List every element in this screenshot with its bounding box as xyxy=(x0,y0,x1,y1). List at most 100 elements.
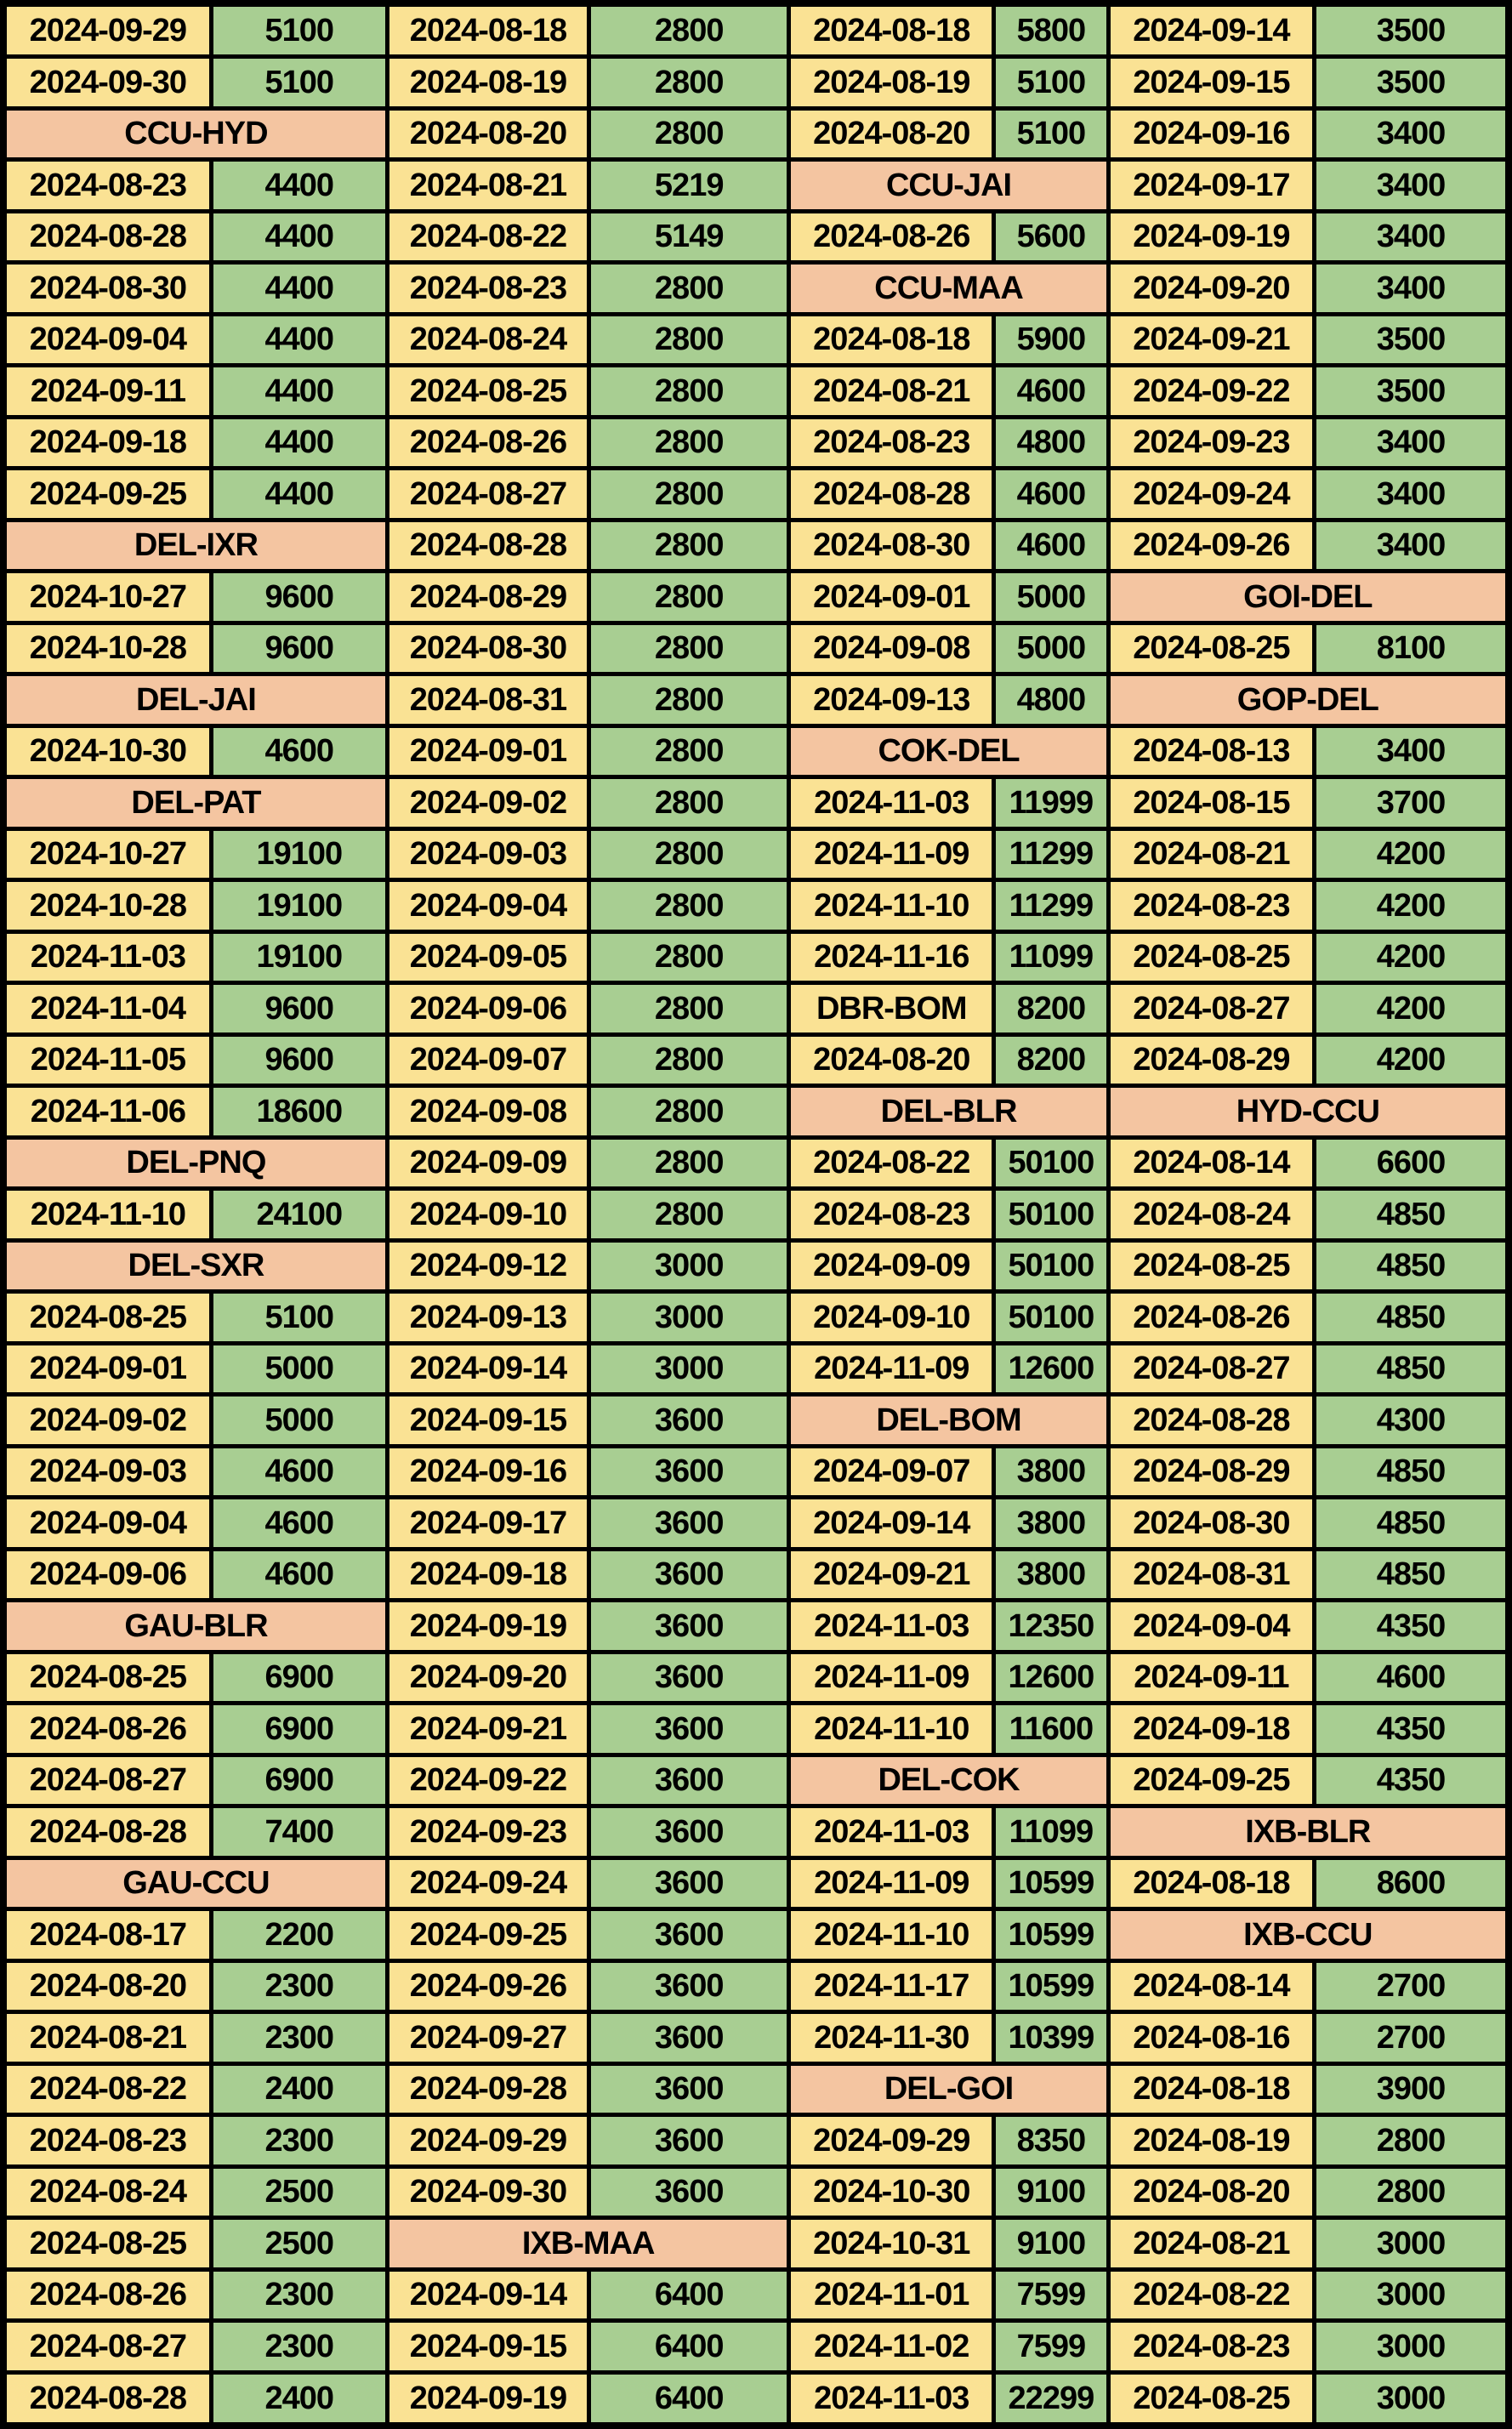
date-cell: 2024-08-26 xyxy=(384,414,592,471)
price-cell: 4600 xyxy=(992,517,1111,574)
date-cell: 2024-09-17 xyxy=(1106,157,1317,213)
price-cell: 50100 xyxy=(992,1289,1111,1345)
date-cell: 2024-08-27 xyxy=(384,466,592,522)
table-row: 2024-09-11 4400 2024-08-25 2800 2024-08-21 46… xyxy=(1,363,1511,419)
price-cell: 7599 xyxy=(992,2267,1111,2324)
price-cell: 4600 xyxy=(208,1546,389,1603)
date-cell: 2024-09-21 xyxy=(384,1701,592,1757)
price-cell: 4800 xyxy=(992,414,1111,471)
price-cell: 5000 xyxy=(208,1340,389,1397)
date-cell: 2024-08-19 xyxy=(384,54,592,111)
date-cell: 2024-09-01 xyxy=(384,723,592,780)
date-cell: 2024-11-17 xyxy=(787,1958,997,2015)
date-cell: 2024-08-29 xyxy=(1106,1443,1317,1500)
price-cell: 4200 xyxy=(1312,878,1511,934)
price-cell: 3800 xyxy=(992,1546,1111,1603)
price-cell: 5600 xyxy=(992,208,1111,265)
table-row: 2024-10-28 9600 2024-08-30 2800 2024-09-08 50… xyxy=(1,620,1511,677)
date-cell: 2024-08-22 xyxy=(1,2061,213,2118)
date-cell: 2024-08-23 xyxy=(1106,2318,1317,2375)
price-cell: 12600 xyxy=(992,1340,1111,1397)
date-cell: 2024-08-23 xyxy=(384,260,592,316)
price-cell: 50100 xyxy=(992,1186,1111,1243)
price-cell: 2700 xyxy=(1312,2010,1511,2066)
date-cell: 2024-08-29 xyxy=(1106,1032,1317,1089)
date-cell: 2024-09-02 xyxy=(1,1392,213,1448)
price-cell: 9600 xyxy=(208,1032,389,1089)
date-cell: 2024-08-24 xyxy=(1,2164,213,2221)
price-cell: 3400 xyxy=(1312,414,1511,471)
date-cell: 2024-08-25 xyxy=(1106,620,1317,677)
date-cell: 2024-09-23 xyxy=(1106,414,1317,471)
date-cell: 2024-08-25 xyxy=(1106,2369,1317,2428)
table-row: 2024-08-28 4400 2024-08-22 5149 2024-08-26 56… xyxy=(1,208,1511,265)
date-cell: 2024-09-16 xyxy=(1106,105,1317,162)
price-cell: 2800 xyxy=(586,260,792,316)
price-cell: 4400 xyxy=(208,414,389,471)
table-row: 2024-08-25 5100 2024-09-13 3000 2024-09-10 50… xyxy=(1,1289,1511,1345)
price-cell: 2800 xyxy=(586,414,792,471)
price-cell: 2300 xyxy=(208,2113,389,2169)
price-cell: 10599 xyxy=(992,1855,1111,1912)
date-cell: 2024-09-22 xyxy=(384,1752,592,1809)
date-cell: 2024-08-27 xyxy=(1106,1340,1317,1397)
price-cell: 4850 xyxy=(1312,1186,1511,1243)
table-row: DEL-IXR 2024-08-28 2800 2024-08-30 4600 2024-… xyxy=(1,517,1511,574)
price-cell: 4600 xyxy=(992,466,1111,522)
date-cell: 2024-08-30 xyxy=(787,517,997,574)
date-cell: 2024-08-20 xyxy=(1106,2164,1317,2221)
price-cell: 4400 xyxy=(208,466,389,522)
date-cell: 2024-09-21 xyxy=(1106,311,1317,368)
price-cell: 3700 xyxy=(1312,775,1511,831)
date-cell: 2024-09-11 xyxy=(1,363,213,419)
date-cell: 2024-08-20 xyxy=(384,105,592,162)
price-cell: 3400 xyxy=(1312,260,1511,316)
price-cell: 5100 xyxy=(208,1289,389,1345)
date-cell: 2024-08-23 xyxy=(1,157,213,213)
table-row: 2024-10-30 4600 2024-09-01 2800 COK-DEL 2024-… xyxy=(1,723,1511,780)
price-cell: 7599 xyxy=(992,2318,1111,2375)
route-header-cell: IXB-CCU xyxy=(1106,1907,1511,1963)
date-cell: 2024-08-28 xyxy=(1,208,213,265)
price-cell: 6900 xyxy=(208,1649,389,1706)
date-cell: 2024-08-26 xyxy=(787,208,997,265)
date-cell: 2024-09-22 xyxy=(1106,363,1317,419)
date-cell: 2024-09-18 xyxy=(1106,1701,1317,1757)
date-cell: 2024-08-21 xyxy=(1,2010,213,2066)
price-cell: 12600 xyxy=(992,1649,1111,1706)
price-cell: 2800 xyxy=(586,54,792,111)
date-cell: 2024-11-03 xyxy=(1,929,213,986)
price-cell: 2800 xyxy=(586,311,792,368)
date-cell: 2024-08-21 xyxy=(787,363,997,419)
date-cell: 2024-11-09 xyxy=(787,826,997,883)
date-cell: 2024-09-26 xyxy=(384,1958,592,2015)
date-cell: 2024-08-23 xyxy=(787,1186,997,1243)
price-cell: 3800 xyxy=(992,1443,1111,1500)
date-cell: 2024-08-18 xyxy=(787,1,997,60)
date-cell: 2024-11-10 xyxy=(787,1907,997,1963)
price-cell: 2800 xyxy=(586,929,792,986)
table-row: 2024-10-28 19100 2024-09-04 2800 2024-11-10 1… xyxy=(1,878,1511,934)
date-cell: 2024-08-30 xyxy=(384,620,592,677)
route-header-cell: DEL-BLR xyxy=(787,1084,1111,1140)
date-cell: 2024-09-25 xyxy=(384,1907,592,1963)
date-cell: 2024-11-30 xyxy=(787,2010,997,2066)
table-row: 2024-09-06 4600 2024-09-18 3600 2024-09-21 38… xyxy=(1,1546,1511,1603)
price-cell: 2800 xyxy=(586,1084,792,1140)
price-cell: 3600 xyxy=(586,1907,792,1963)
date-cell: 2024-11-01 xyxy=(787,2267,997,2324)
date-cell: 2024-09-30 xyxy=(384,2164,592,2221)
price-cell: 2800 xyxy=(586,981,792,1037)
price-cell: 11099 xyxy=(992,1804,1111,1860)
price-cell: 6600 xyxy=(1312,1135,1511,1192)
price-cell: 2800 xyxy=(586,1186,792,1243)
date-cell: 2024-09-08 xyxy=(787,620,997,677)
date-cell: 2024-08-18 xyxy=(1106,1855,1317,1912)
date-cell: 2024-08-25 xyxy=(1,1289,213,1345)
table-row: 2024-09-29 5100 2024-08-18 2800 2024-08-18 58… xyxy=(1,1,1511,60)
date-cell: 2024-08-18 xyxy=(1106,2061,1317,2118)
price-cell: 5100 xyxy=(992,105,1111,162)
table-row: 2024-08-23 2300 2024-09-29 3600 2024-09-29 83… xyxy=(1,2113,1511,2169)
route-header-cell: DEL-COK xyxy=(787,1752,1111,1809)
date-cell: 2024-10-30 xyxy=(787,2164,997,2221)
